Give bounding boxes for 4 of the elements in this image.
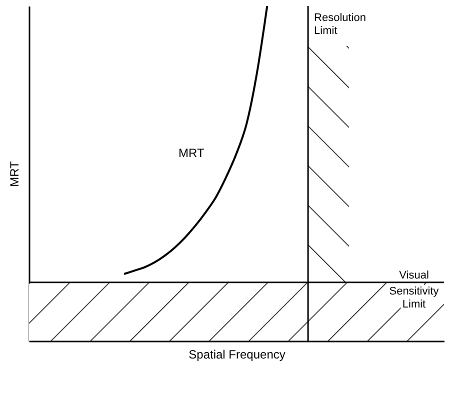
x-axis-title: Spatial Frequency xyxy=(188,348,286,362)
annotation: Resolution Limit xyxy=(314,12,366,37)
annotation: MRT xyxy=(178,146,205,160)
y-axis-title: MRT xyxy=(8,160,22,187)
